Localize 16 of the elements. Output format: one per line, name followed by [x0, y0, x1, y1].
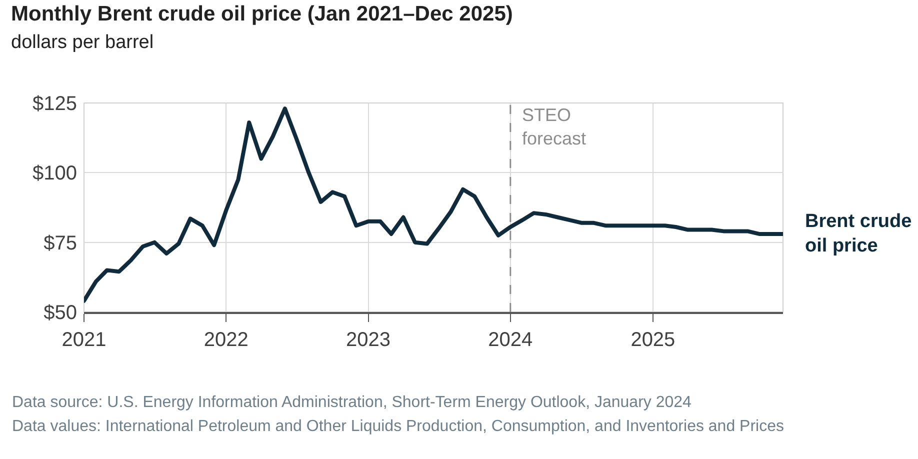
chart-title: Monthly Brent crude oil price (Jan 2021–Dec 2025) — [11, 2, 513, 26]
x-tick-label: 2025 — [630, 329, 676, 351]
x-tick-label: 2024 — [488, 329, 533, 351]
ref-line-label: STEO forecast — [522, 105, 586, 148]
y-tick-label: $100 — [32, 162, 77, 185]
text: Data values: International Petroleum and Other Liquids Production, Consumption, and Inventories and Prices — [12, 418, 784, 435]
x-tick-label: 2023 — [346, 329, 391, 351]
y-tick-label: $50 — [44, 302, 77, 324]
y-tick-label: $75 — [44, 232, 77, 254]
x-tick-label: 2022 — [204, 329, 248, 351]
line-series — [84, 106, 783, 303]
series-label: Brent crude oil price — [805, 211, 912, 257]
source-note: Data source: U.S. Energy Information Administration, Short-Term Energy Outlook, January 2024 — [12, 394, 692, 411]
x-tick-label: 2021 — [62, 329, 106, 351]
chart-subtitle: dollars per barrel — [11, 32, 154, 53]
y-tick-label: $125 — [32, 93, 77, 115]
